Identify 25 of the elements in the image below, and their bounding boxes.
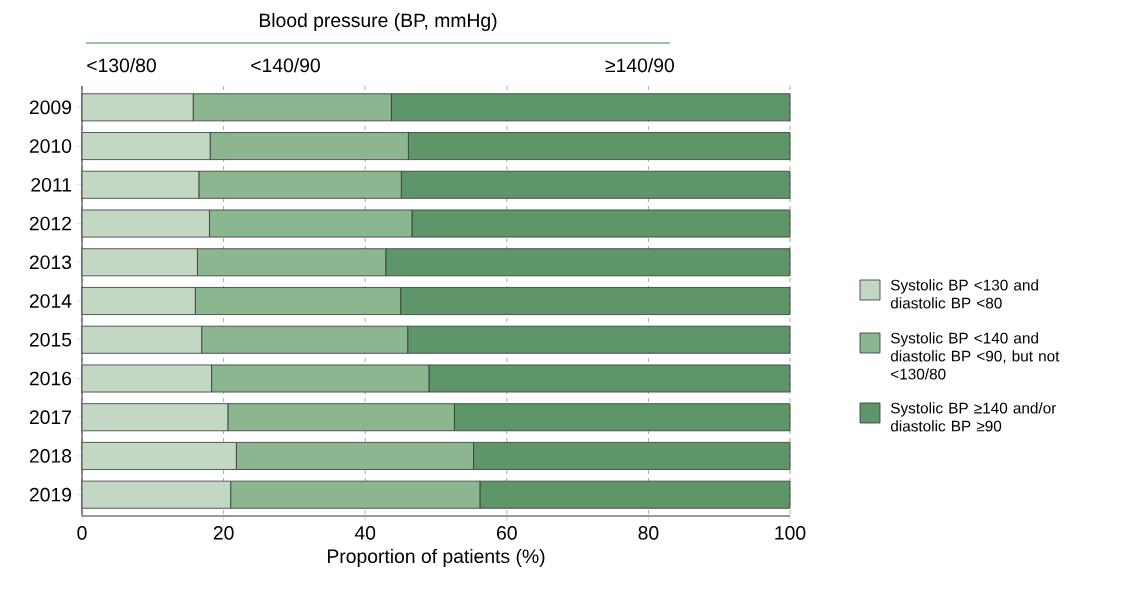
x-tick-label: 100: [775, 526, 806, 540]
x-axis-title: Proportion of patients (%): [327, 548, 545, 567]
text: ≥140/90: [605, 57, 674, 73]
y-tick-label: 2017: [29, 410, 71, 425]
y-tick-label: 2012: [29, 216, 71, 231]
x-tick-label: 40: [354, 526, 376, 540]
x-tick-label: 80: [638, 526, 659, 540]
y-tick-label: 2009: [29, 100, 72, 115]
legend-label: Systolic BP ≥140 and/or diastolic BP ≥90: [890, 402, 1057, 432]
y-tick-label: 2013: [29, 255, 72, 270]
y-tick-label: 2016: [29, 371, 72, 386]
y-tick-label: 2019: [29, 487, 72, 502]
y-tick-label: 2014: [29, 294, 72, 308]
x-tick-label: 60: [497, 526, 517, 540]
legend-label: Systolic BP <140 and diastolic BP <90, but not <130/80: [890, 332, 1060, 380]
x-tick-label: 0: [77, 526, 87, 540]
x-tick-label: 20: [213, 526, 234, 540]
text: <140/90: [251, 57, 320, 73]
y-tick-label: 2015: [29, 332, 72, 347]
y-tick-label: 2010: [29, 139, 72, 153]
y-tick-label: 2011: [31, 177, 71, 192]
text: <130/80: [87, 57, 156, 73]
y-tick-label: 2018: [29, 449, 72, 463]
legend-label: Systolic BP <130 and diastolic BP <80: [890, 279, 1038, 309]
chart-title: Blood pressure (BP, mmHg): [259, 12, 497, 32]
